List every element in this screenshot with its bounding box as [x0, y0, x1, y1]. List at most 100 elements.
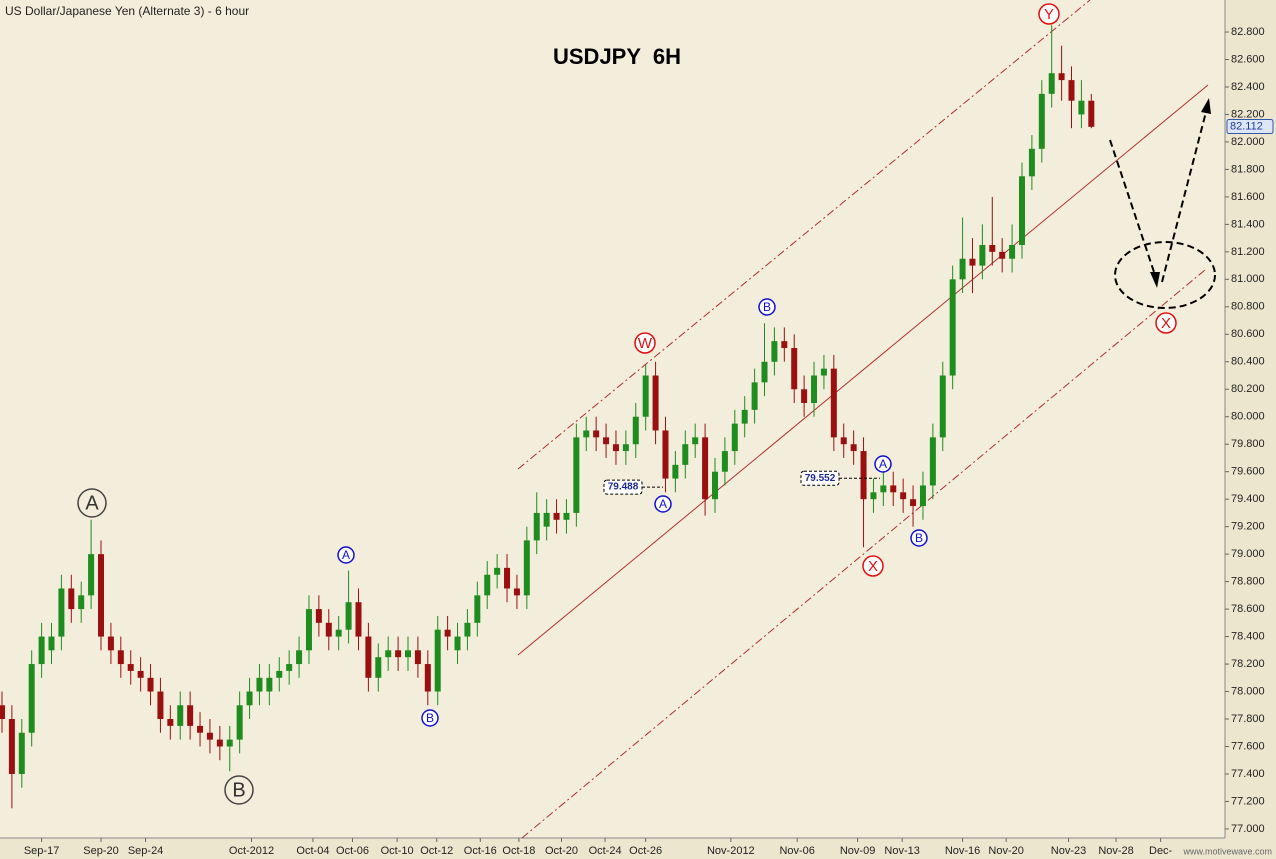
candle-body	[692, 437, 699, 445]
x-tick-label: Nov-16	[945, 845, 980, 857]
chart-title: USDJPY 6H	[553, 44, 681, 69]
candle-body	[1018, 176, 1025, 245]
candle-body	[226, 739, 233, 747]
candle-body	[711, 471, 718, 500]
candle-body	[830, 368, 837, 438]
watermark: www.motivewave.com	[1182, 846, 1272, 856]
x-tick-label: Nov-2012	[707, 845, 755, 857]
candle-body	[107, 636, 114, 651]
candle-body	[375, 657, 382, 678]
wave-label-circle	[654, 495, 672, 513]
y-tick-label: 77.200	[1231, 795, 1265, 807]
wave-label-circle	[758, 298, 776, 316]
wave-label: W	[638, 335, 653, 352]
candle-body	[266, 677, 273, 692]
candle-body	[662, 430, 669, 479]
candle-body	[117, 650, 124, 665]
y-tick-label: 80.600	[1231, 328, 1265, 340]
y-tick-label: 78.000	[1231, 685, 1265, 697]
candle-body	[820, 368, 827, 376]
x-tick-label: Nov-13	[884, 845, 919, 857]
x-tick-label: Oct-24	[589, 845, 622, 857]
candle-body	[811, 375, 818, 403]
candle-body	[335, 629, 342, 637]
x-tick-label: Sep-17	[24, 845, 59, 857]
x-tick-label: Oct-26	[629, 845, 662, 857]
time-axis-panel	[0, 838, 1276, 859]
y-tick-label: 79.800	[1231, 438, 1265, 450]
candle-body	[187, 705, 194, 726]
y-tick-label: 79.600	[1231, 466, 1265, 478]
y-tick-label: 81.000	[1231, 273, 1265, 285]
x-tick-label: Nov-06	[779, 845, 814, 857]
y-tick-label: 78.200	[1231, 658, 1265, 670]
candle-body	[147, 677, 154, 692]
candle-body	[0, 705, 5, 720]
wave-label: B	[232, 779, 245, 801]
y-tick-label: 80.000	[1231, 411, 1265, 423]
y-tick-label: 79.200	[1231, 521, 1265, 533]
candle-body	[781, 341, 788, 349]
wave-label: B	[763, 300, 771, 314]
candle-body	[1078, 100, 1085, 115]
candle-body	[721, 451, 728, 472]
y-tick-label: 77.400	[1231, 768, 1265, 780]
candle-body	[771, 341, 778, 362]
channel-upper	[517, 0, 1091, 470]
y-tick-label: 78.400	[1231, 630, 1265, 642]
candle-body	[28, 664, 35, 733]
candle-body	[642, 375, 649, 417]
wave-label: A	[659, 497, 667, 511]
y-tick-label: 81.200	[1231, 246, 1265, 258]
x-tick-label: Nov-20	[988, 845, 1023, 857]
candle-body	[513, 588, 520, 596]
arrow-head	[1201, 98, 1211, 114]
x-tick-label: Oct-06	[336, 845, 369, 857]
candle-body	[989, 244, 996, 252]
wave-label: X	[1161, 315, 1171, 332]
candle-body	[999, 251, 1006, 259]
candle-body	[672, 464, 679, 479]
y-tick-label: 82.400	[1231, 81, 1265, 93]
wave-label-circle	[634, 332, 656, 354]
candle-body	[652, 375, 659, 431]
candle-body	[58, 588, 65, 637]
wave-label: B	[426, 711, 434, 725]
candle-body	[296, 650, 303, 665]
wave-label-circle	[337, 546, 355, 564]
wave-label-circle	[910, 529, 928, 547]
candle-body	[98, 554, 105, 637]
x-tick-label: Sep-24	[128, 845, 163, 857]
x-tick-label: Oct-2012	[229, 845, 274, 857]
candle-body	[543, 512, 550, 527]
candle-body	[910, 499, 917, 507]
x-tick-label: Oct-18	[502, 845, 535, 857]
candle-body	[682, 444, 689, 465]
candle-body	[751, 382, 758, 410]
candle-body	[583, 430, 590, 438]
price-box	[800, 470, 840, 486]
wave-label: A	[85, 492, 99, 514]
candle-body	[1009, 244, 1016, 259]
candle-body	[1038, 93, 1045, 149]
y-tick-label: 81.800	[1231, 163, 1265, 175]
candle-body	[88, 554, 95, 596]
candle-body	[405, 650, 412, 658]
y-tick-label: 79.000	[1231, 548, 1265, 560]
candle-body	[890, 485, 897, 493]
chart-header: US Dollar/Japanese Yen (Alternate 3) - 6…	[5, 4, 249, 18]
candle-body	[127, 664, 134, 671]
last-price-box	[1226, 119, 1274, 135]
candle-body	[38, 636, 45, 665]
candle-body	[850, 444, 857, 452]
candle-body	[880, 485, 887, 493]
wave-label-circle	[421, 709, 439, 727]
price-box-label: 79.488	[608, 482, 639, 493]
candle-body	[256, 677, 263, 692]
x-tick-label: Dec-	[1149, 845, 1173, 857]
last-price-label: 82.112	[1230, 120, 1263, 132]
price-axis-panel	[1225, 0, 1276, 859]
candle-body	[414, 650, 421, 665]
y-tick-label: 81.600	[1231, 191, 1265, 203]
